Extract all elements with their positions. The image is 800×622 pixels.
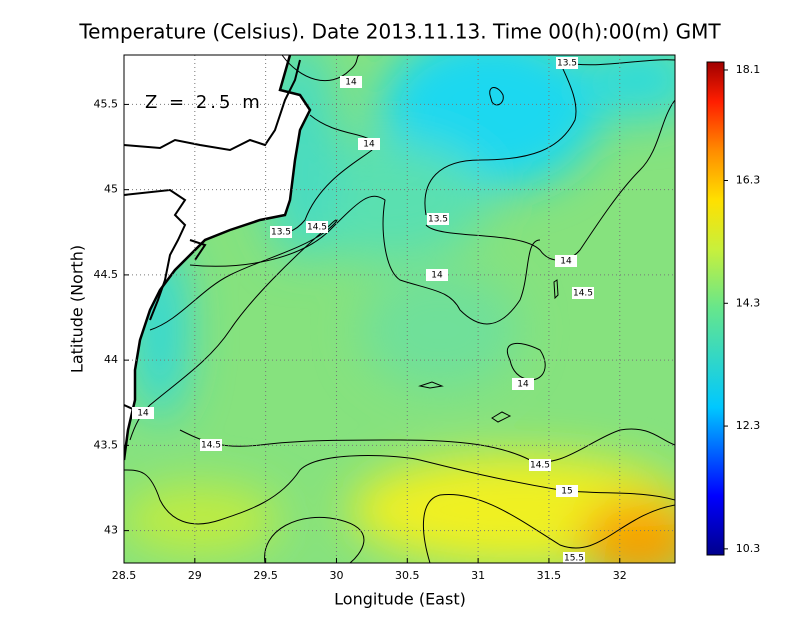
contour-label-bg (358, 138, 380, 150)
y-tick-label: 44.5 (94, 268, 119, 281)
contour-label: 15 (561, 487, 572, 497)
x-tick-label: 32 (613, 569, 627, 582)
colorbar-tick-label: 18.1 (736, 63, 761, 76)
contour-label: 14.5 (307, 223, 327, 233)
contour-label: 14 (431, 271, 443, 281)
contour-label-bg (529, 459, 551, 471)
contour-label: 13.5 (557, 59, 577, 69)
x-tick-label: 29 (188, 569, 202, 582)
grid (124, 55, 675, 563)
contour-label-bg (563, 552, 585, 563)
contour-label: 13.5 (428, 215, 448, 225)
contour-label: 15.5 (564, 554, 584, 564)
x-tick-label: 30 (329, 569, 343, 582)
y-axis-label: Latitude (North) (68, 245, 87, 373)
temperature-field: 13.5 14 14 13.5 13.5 14.5 14 14 14.5 14 14 14.5 14.5… (124, 55, 675, 564)
x-tick-label: 30.5 (395, 569, 420, 582)
contour-label: 14 (345, 78, 357, 88)
contour-label-bg (572, 287, 594, 299)
contour-label-bg (340, 76, 362, 88)
contour-label-bg (512, 378, 534, 390)
y-tick-label: 45.5 (94, 97, 119, 110)
y-tick-label: 43.5 (94, 438, 119, 451)
contour-label-bg (427, 213, 449, 225)
contour-label: 14.5 (530, 461, 550, 471)
colorbar (706, 61, 725, 556)
x-tick-label: 28.5 (112, 569, 137, 582)
contour-label: 14 (363, 140, 375, 150)
contour-label-bg (426, 269, 448, 281)
contour-label-bg (556, 57, 578, 69)
contour-label-bg (306, 221, 328, 233)
map-title: Temperature (Celsius). Date 2013.11.13. … (78, 20, 721, 44)
x-tick-label: 31.5 (537, 569, 562, 582)
contour-label: 14 (517, 380, 529, 390)
plot-frame (123, 54, 676, 564)
x-tick-label: 29.5 (253, 569, 278, 582)
contour-label: 13.5 (271, 228, 291, 238)
contour-label-bg (556, 485, 578, 497)
depth-label: Z = 2.5 m (145, 92, 263, 113)
x-axis-label: Longitude (East) (334, 590, 466, 609)
axes: 28.5 29 29.5 30 30.5 31 31.5 32 43 43.5 44 44.5 45 45… (94, 63, 761, 582)
contour-label-bg (555, 255, 577, 267)
contour-label: 14 (137, 409, 149, 419)
contour-label: 14.5 (201, 441, 221, 451)
colorbar-tick-label: 12.3 (736, 419, 761, 432)
y-tick-label: 45 (104, 183, 118, 196)
contour-labels: 13.5 14 14 13.5 13.5 14.5 14 14 14.5 14 14 14.5 14.5… (132, 57, 594, 564)
contour-label: 14.5 (573, 289, 593, 299)
contour-label-bg (270, 226, 292, 238)
colorbar-tick-label: 16.3 (736, 173, 761, 186)
contour-label-bg (200, 439, 222, 451)
contour-label-bg (132, 407, 154, 419)
x-tick-label: 31 (471, 569, 485, 582)
y-tick-label: 44 (104, 353, 118, 366)
colorbar-tick-label: 10.3 (736, 542, 761, 555)
y-tick-label: 43 (104, 524, 118, 537)
contour-label: 14 (560, 257, 572, 267)
colorbar-tick-label: 14.3 (736, 296, 761, 309)
